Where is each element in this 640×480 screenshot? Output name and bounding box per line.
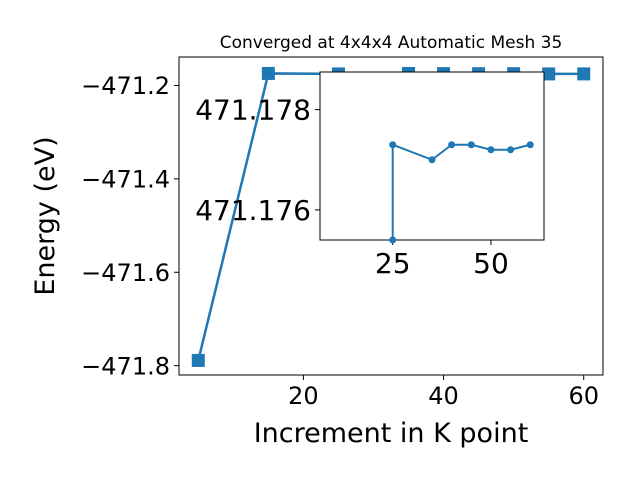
main-data-point bbox=[261, 66, 275, 80]
x-axis-label: Increment in K point bbox=[254, 418, 529, 449]
inset-y-tick-label: 471.178 bbox=[195, 94, 311, 127]
main-y-tick-label: −471.4 bbox=[81, 166, 170, 194]
inset-x-tick-label: 25 bbox=[375, 247, 411, 280]
main-data-point bbox=[542, 67, 556, 81]
inset-data-point bbox=[507, 146, 515, 154]
inset-data-point bbox=[467, 141, 475, 149]
inset-y-tick-label: 471.176 bbox=[195, 194, 311, 227]
main-data-point bbox=[577, 67, 591, 81]
chart-title: Converged at 4x4x4 Automatic Mesh 35 bbox=[220, 33, 563, 53]
inset-data-point bbox=[487, 146, 495, 154]
y-axis-label: Energy (eV) bbox=[30, 136, 61, 295]
inset-data-point bbox=[428, 156, 436, 164]
main-x-tick-label: 40 bbox=[428, 382, 459, 410]
inset-data-point bbox=[448, 141, 456, 149]
inset-data-point bbox=[389, 236, 397, 244]
main-y-tick-label: −471.6 bbox=[81, 259, 170, 287]
main-data-point bbox=[191, 353, 205, 367]
inset-data-point bbox=[389, 141, 397, 149]
main-y-tick-label: −471.8 bbox=[81, 352, 170, 380]
main-x-tick-label: 60 bbox=[568, 382, 599, 410]
main-y-tick-label: −471.2 bbox=[81, 72, 170, 100]
main-x-tick-label: 20 bbox=[288, 382, 319, 410]
inset-data-point bbox=[526, 141, 534, 149]
inset-x-tick-label: 50 bbox=[473, 247, 509, 280]
inset-frame bbox=[319, 71, 545, 241]
inset-plot: 25 50 471.178 471.176 bbox=[195, 71, 545, 280]
